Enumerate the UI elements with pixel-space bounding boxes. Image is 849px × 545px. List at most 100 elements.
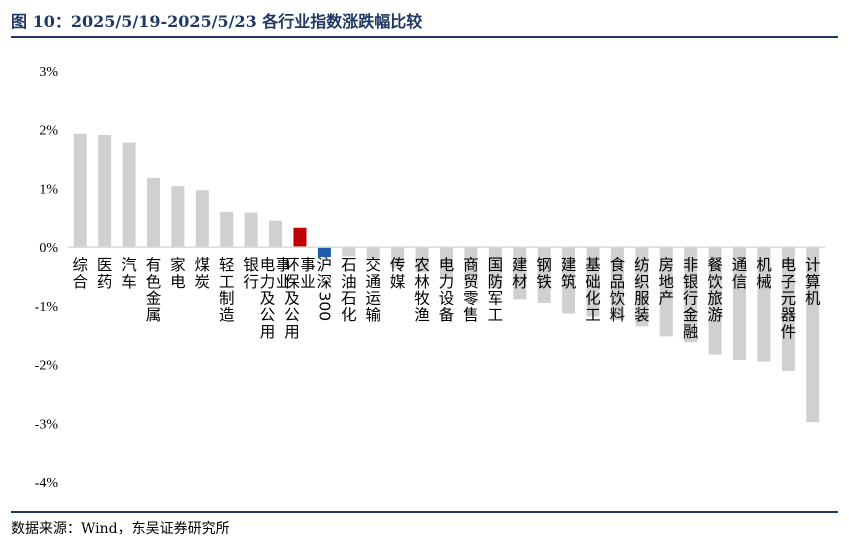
bar	[513, 247, 527, 300]
bar	[366, 247, 380, 260]
source-note: 数据来源：Wind，东吴证券研究所	[11, 521, 230, 537]
svg-text:药: 药	[97, 273, 113, 291]
svg-text:行: 行	[683, 290, 699, 308]
y-tick-label: -3%	[35, 417, 59, 432]
category-labels: 综合医药汽车有色金属家电煤炭轻工制造银行电力及公用事业环保及公用事业沪深300石…	[72, 256, 821, 341]
svg-text:化: 化	[585, 290, 601, 308]
svg-text:子: 子	[781, 273, 797, 291]
bar	[244, 212, 258, 248]
svg-text:国: 国	[488, 256, 504, 274]
bar	[146, 177, 160, 248]
svg-text:机: 机	[805, 290, 821, 308]
y-tick-label: 1%	[39, 182, 58, 197]
svg-text:品: 品	[610, 273, 626, 291]
svg-text:通: 通	[732, 256, 748, 274]
svg-text:输: 输	[365, 306, 381, 324]
bars	[73, 133, 820, 423]
svg-text:农: 农	[414, 256, 430, 274]
bar	[415, 247, 429, 273]
svg-text:深: 深	[317, 273, 333, 291]
bar	[635, 247, 649, 327]
bar	[171, 186, 185, 248]
svg-text:旅: 旅	[707, 290, 723, 308]
category-label: 建筑	[561, 256, 577, 291]
svg-text:银: 银	[243, 256, 259, 274]
svg-text:汽: 汽	[121, 256, 137, 274]
bar	[464, 247, 478, 285]
svg-text:军: 军	[488, 290, 504, 308]
svg-text:计: 计	[805, 256, 821, 274]
bar	[269, 220, 283, 248]
svg-text:工: 工	[488, 306, 504, 324]
category-label: 煤炭	[195, 256, 211, 291]
svg-text:银: 银	[683, 273, 699, 291]
svg-text:石: 石	[341, 256, 357, 274]
svg-text:件: 件	[781, 323, 797, 341]
svg-text:家: 家	[170, 256, 186, 274]
bar	[391, 247, 405, 268]
svg-text:料: 料	[610, 306, 626, 324]
bar	[293, 227, 307, 248]
svg-text:医: 医	[97, 256, 113, 274]
svg-text:工: 工	[585, 306, 601, 324]
svg-text:算: 算	[805, 272, 821, 291]
y-tick-label: 3%	[39, 65, 58, 80]
svg-text:础: 础	[585, 273, 601, 291]
svg-text:融: 融	[683, 323, 699, 341]
svg-text:械: 械	[756, 273, 772, 291]
bar	[781, 247, 795, 372]
svg-text:用: 用	[284, 323, 300, 341]
svg-text:保: 保	[284, 273, 300, 291]
svg-text:地: 地	[659, 273, 675, 291]
svg-text:商: 商	[463, 256, 479, 274]
category-label: 综合	[72, 256, 88, 291]
svg-text:游: 游	[707, 306, 723, 324]
svg-text:油: 油	[341, 273, 357, 291]
svg-text:机: 机	[756, 256, 772, 274]
svg-text:筑: 筑	[561, 273, 577, 291]
y-tick-label: -2%	[35, 359, 59, 374]
category-label: 汽车	[121, 256, 137, 291]
y-tick-label: 2%	[39, 124, 58, 139]
svg-text:食: 食	[610, 256, 626, 274]
bar	[708, 247, 722, 355]
bar-chart: 3%2%1%0%-1%-2%-3%-4% 综合医药汽车有色金属家电煤炭轻工制造银…	[35, 65, 825, 491]
category-label: 家电	[170, 256, 186, 291]
svg-text:电: 电	[170, 273, 186, 291]
svg-text:环: 环	[284, 256, 300, 274]
svg-text:售: 售	[463, 306, 479, 324]
svg-text:铁: 铁	[536, 273, 552, 291]
svg-text:色: 色	[146, 273, 162, 291]
svg-text:媒: 媒	[390, 273, 406, 291]
svg-text:化: 化	[341, 306, 357, 324]
y-tick-label: -1%	[35, 300, 59, 315]
category-label: 传媒	[390, 256, 406, 291]
category-label: 钢铁	[536, 256, 552, 291]
svg-text:零: 零	[463, 290, 479, 308]
svg-text:贸: 贸	[463, 273, 479, 291]
category-label: 银行	[243, 256, 259, 291]
bar	[610, 247, 624, 320]
y-axis-labels: 3% 2% 1% 0% -1% -2% -3% -4%	[35, 65, 59, 491]
top-rule	[11, 36, 838, 38]
bar	[73, 133, 87, 248]
bar	[317, 247, 331, 258]
svg-text:属: 属	[146, 306, 162, 324]
bar	[195, 190, 209, 248]
svg-text:房: 房	[659, 256, 675, 274]
svg-text:林: 林	[414, 273, 430, 291]
svg-text:金: 金	[683, 306, 699, 324]
bar	[537, 247, 551, 303]
bar	[440, 247, 453, 278]
svg-text:饮: 饮	[610, 290, 626, 308]
